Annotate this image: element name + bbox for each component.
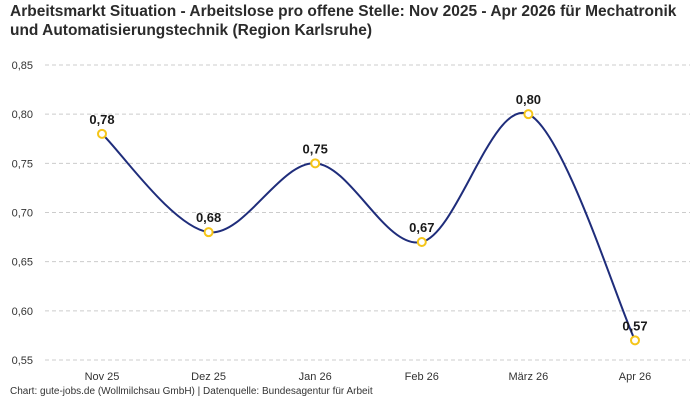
y-tick-label: 0,80 <box>12 109 33 121</box>
x-tick-label: März 26 <box>509 371 549 383</box>
y-tick-label: 0,75 <box>12 158 33 170</box>
data-point <box>97 128 107 139</box>
data-point <box>630 335 640 346</box>
y-tick-label: 0,55 <box>12 355 33 367</box>
data-label: 0,78 <box>89 112 114 127</box>
y-tick-label: 0,70 <box>12 208 33 220</box>
data-point <box>523 109 534 120</box>
data-label: 0,67 <box>409 220 434 235</box>
source-note: Chart: gute-jobs.de (Wollmilchsau GmbH) … <box>10 386 373 397</box>
y-tick-label: 0,60 <box>12 306 33 318</box>
y-axis-ticks: 0,55 0,60 0,65 0,70 0,75 0,80 0,85 <box>12 60 33 367</box>
data-point <box>203 227 214 238</box>
x-tick-label: Apr 26 <box>619 371 651 383</box>
data-label: 0,68 <box>196 210 221 225</box>
x-axis-ticks: Nov 25 Dez 25 Jan 26 Feb 26 März 26 Apr 26 <box>85 371 652 383</box>
data-label: 0,80 <box>516 92 541 107</box>
x-tick-label: Jan 26 <box>299 371 332 383</box>
series-line <box>101 111 636 341</box>
data-point <box>310 158 321 169</box>
data-label: 0,75 <box>303 141 328 156</box>
y-tick-label: 0,85 <box>12 60 33 72</box>
x-tick-label: Feb 26 <box>405 371 439 383</box>
data-markers <box>97 109 640 346</box>
chart-title: Arbeitsmarkt Situation - Arbeitslose pro… <box>10 3 677 39</box>
y-tick-label: 0,65 <box>12 257 33 269</box>
data-point <box>416 237 427 247</box>
x-tick-label: Nov 25 <box>85 371 120 383</box>
data-labels: 0,78 0,68 0,75 0,67 0,80 0,57 <box>89 92 647 333</box>
x-tick-label: Dez 25 <box>191 371 226 383</box>
data-label: 0,57 <box>622 318 647 333</box>
grid-lines <box>45 64 690 361</box>
